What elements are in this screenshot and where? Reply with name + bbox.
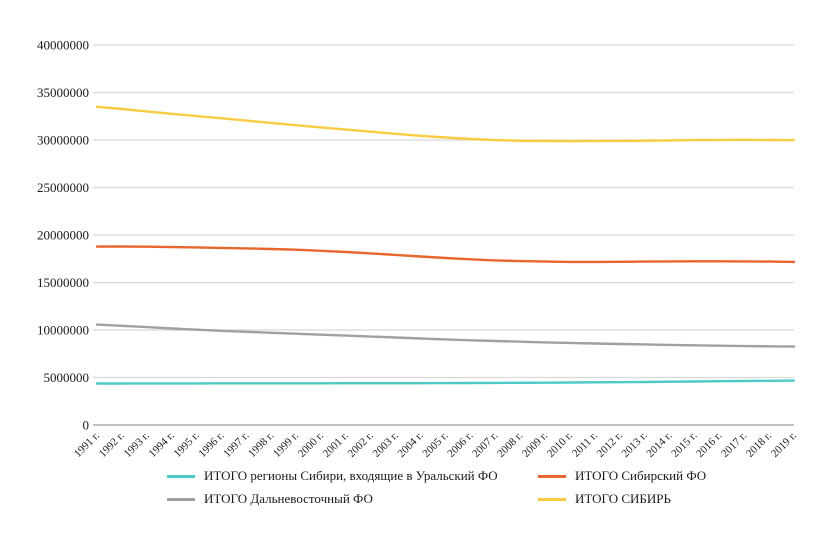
legend-item-ural-regions: ИТОГО регионы Сибири, входящие в Уральск…: [167, 468, 538, 484]
series-line-3: [95, 105, 796, 143]
legend-label: ИТОГО Сибирский ФО: [575, 468, 707, 483]
chart-legend: ИТОГО регионы Сибири, входящие в Уральск…: [167, 468, 706, 507]
x-tick-label: 1993 г.: [122, 429, 152, 459]
series-line-2: [95, 323, 796, 348]
x-tick-label: 2015 г.: [669, 429, 699, 459]
legend-label: ИТОГО регионы Сибири, входящие в Уральск…: [204, 468, 498, 483]
x-tick-label: 2000 г.: [296, 429, 326, 459]
y-tick-label: 40000000: [37, 38, 89, 53]
series-line-1: [95, 245, 796, 264]
x-tick-label: 1996 г.: [196, 429, 226, 459]
legend-line-marker-cyan: [167, 474, 195, 478]
legend-item-siberia-total: ИТОГО СИБИРЬ: [538, 491, 706, 507]
x-tick-label: 1992 г.: [97, 429, 127, 459]
x-tick-label: 2013 г.: [619, 429, 649, 459]
x-tick-label: 2017 г.: [719, 429, 749, 459]
y-tick-label: 5000000: [44, 370, 90, 385]
y-tick-label: 25000000: [37, 180, 89, 195]
x-tick-label: 1995 г.: [171, 429, 201, 459]
x-tick-label: 1998 г.: [246, 429, 276, 459]
legend-line-marker-yellow: [538, 497, 566, 501]
legend-label: ИТОГО СИБИРЬ: [575, 491, 671, 506]
x-tick-label: 2002 г.: [346, 429, 376, 459]
x-tick-label: 2011 г.: [570, 429, 600, 459]
x-tick-label: 2004 г.: [395, 429, 425, 459]
x-tick-label: 2006 г.: [445, 429, 475, 459]
x-tick-label: 2019 г.: [769, 429, 799, 459]
x-tick-label: 1999 г.: [271, 429, 301, 459]
legend-item-fareast-fd: ИТОГО Дальневосточный ФО: [167, 491, 538, 507]
y-tick-label: 0: [83, 418, 90, 433]
legend-line-marker-orange: [538, 474, 566, 478]
x-tick-label: 2018 г.: [744, 429, 774, 459]
x-tick-label: 2005 г.: [420, 429, 450, 459]
x-tick-label: 2012 г.: [595, 429, 625, 459]
y-tick-label: 15000000: [37, 275, 89, 290]
legend-line-marker-gray: [167, 497, 195, 501]
x-tick-label: 1991 г.: [72, 429, 102, 459]
x-tick-label: 2010 г.: [545, 429, 575, 459]
x-tick-label: 2016 г.: [694, 429, 724, 459]
x-tick-label: 1994 г.: [147, 429, 177, 459]
x-tick-label: 2009 г.: [520, 429, 550, 459]
legend-item-siberian-fd: ИТОГО Сибирский ФО: [538, 468, 706, 484]
y-tick-label: 35000000: [37, 85, 89, 100]
y-tick-label: 10000000: [37, 323, 89, 338]
x-tick-label: 1997 г.: [221, 429, 251, 459]
legend-label: ИТОГО Дальневосточный ФО: [204, 491, 373, 506]
x-tick-label: 2008 г.: [495, 429, 525, 459]
y-tick-label: 30000000: [37, 133, 89, 148]
x-tick-label: 2003 г.: [371, 429, 401, 459]
y-tick-label: 20000000: [37, 228, 89, 243]
x-tick-label: 2007 г.: [470, 429, 500, 459]
x-tick-label: 2014 г.: [644, 429, 674, 459]
series-line-0: [95, 379, 796, 385]
x-tick-label: 2001 г.: [321, 429, 351, 459]
